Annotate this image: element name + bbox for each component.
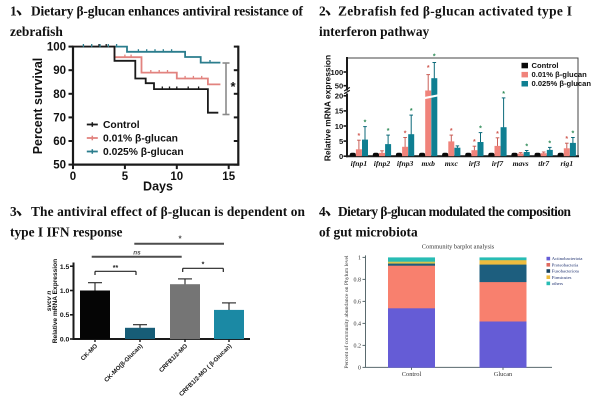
svg-text:5: 5 [122, 171, 129, 183]
svg-text:ifnp1: ifnp1 [351, 159, 368, 168]
svg-text:*: * [387, 128, 390, 135]
svg-text:0: 0 [70, 171, 76, 183]
svg-text:Dietary β-glucan modulated the: Dietary β-glucan modulated the compositi… [338, 204, 572, 219]
svg-text:60: 60 [53, 136, 66, 148]
svg-text:0.4: 0.4 [354, 321, 362, 327]
svg-text:type I IFN response: type I IFN response [10, 225, 123, 240]
svg-text:*: * [358, 133, 361, 140]
svg-text:15: 15 [335, 107, 344, 116]
svg-text:mxc: mxc [445, 159, 459, 168]
svg-text:50: 50 [53, 160, 66, 172]
svg-text:20: 20 [335, 92, 343, 101]
svg-text:*: * [410, 108, 413, 115]
svg-text:1.0: 1.0 [60, 288, 70, 295]
svg-text:irf7: irf7 [492, 159, 505, 168]
svg-text:*: * [231, 79, 237, 94]
svg-text:interferon pathway: interferon pathway [319, 24, 430, 39]
svg-text:Glucan: Glucan [494, 371, 513, 378]
svg-text:Control: Control [532, 61, 559, 70]
svg-text:0: 0 [358, 365, 361, 371]
svg-text:*: * [572, 131, 575, 138]
svg-text:Percent survival: Percent survival [31, 58, 45, 155]
svg-text:0.8: 0.8 [354, 277, 362, 283]
svg-text:Community barplot analysis: Community barplot analysis [422, 244, 495, 251]
svg-text:ifnp3: ifnp3 [397, 159, 414, 168]
svg-text:*: * [178, 235, 182, 244]
svg-text:Percent of community abundance: Percent of community abundance on Phylum… [343, 255, 350, 369]
svg-text:1: 1 [358, 255, 361, 261]
svg-text:0.6: 0.6 [354, 299, 362, 305]
svg-text:Control: Control [103, 120, 140, 131]
svg-text:*: * [496, 131, 499, 138]
svg-text:others: others [552, 281, 563, 286]
svg-text:rig1: rig1 [560, 159, 573, 168]
svg-text:*: * [404, 131, 407, 138]
svg-text:3: 3 [10, 204, 17, 219]
svg-text:svcv n: svcv n [46, 291, 53, 312]
svg-text:**: ** [113, 265, 119, 272]
svg-text:mxb: mxb [421, 159, 435, 168]
svg-text:0.2: 0.2 [354, 343, 362, 349]
svg-text:70: 70 [53, 112, 66, 124]
svg-text:mavs: mavs [513, 159, 529, 168]
svg-text:0.025% β-glucan: 0.025% β-glucan [103, 147, 184, 158]
svg-text:ns: ns [133, 249, 141, 256]
svg-text:Zebrafish fed β-glucan activat: Zebrafish fed β-glucan activated type I [338, 4, 572, 19]
svg-text:80: 80 [53, 89, 66, 101]
svg-text:Actinobacteriota: Actinobacteriota [552, 256, 583, 261]
svg-text:Days: Days [143, 180, 173, 194]
svg-text:irf3: irf3 [469, 159, 481, 168]
svg-text:*: * [473, 139, 476, 146]
svg-text:1.5: 1.5 [60, 264, 70, 271]
svg-text:100: 100 [331, 68, 344, 77]
svg-text:0.0: 0.0 [60, 337, 70, 344]
svg-text:The antiviral effect of β-gluc: The antiviral effect of β-glucan is depe… [31, 204, 306, 219]
svg-text:90: 90 [53, 65, 66, 77]
svg-text:10: 10 [335, 122, 343, 131]
svg-text:0: 0 [339, 152, 343, 161]
svg-text:1: 1 [10, 4, 17, 19]
svg-text:of gut microbiota: of gut microbiota [319, 225, 418, 240]
svg-text:50: 50 [335, 82, 343, 91]
svg-text:*: * [364, 120, 367, 127]
svg-text:*: * [548, 140, 551, 147]
svg-text:*: * [202, 262, 205, 269]
svg-text:*: * [479, 126, 482, 133]
svg-text:*: * [525, 144, 528, 151]
svg-text:100: 100 [47, 42, 66, 54]
svg-text:*: * [427, 65, 430, 72]
svg-text:*: * [565, 136, 568, 143]
svg-text:5: 5 [339, 137, 344, 146]
svg-text:Control: Control [402, 371, 422, 378]
svg-text:0.01% β-glucan: 0.01% β-glucan [103, 134, 178, 145]
svg-text:ifnp2: ifnp2 [374, 159, 391, 168]
svg-text:2: 2 [319, 4, 326, 19]
svg-text:10: 10 [170, 171, 183, 183]
svg-text:Firmicutes: Firmicutes [552, 275, 572, 280]
svg-text:0.01% β-glucan: 0.01% β-glucan [532, 70, 588, 79]
svg-text:Proteobacteria: Proteobacteria [552, 262, 579, 267]
svg-text:Relative mRNA Expression: Relative mRNA Expression [52, 259, 59, 343]
svg-text:*: * [433, 54, 436, 61]
svg-text:Fusobacteriota: Fusobacteriota [552, 269, 579, 274]
svg-text:Dietary β-glucan enhances anti: Dietary β-glucan enhances antiviral resi… [31, 4, 304, 19]
svg-text:15: 15 [222, 171, 235, 183]
svg-text:Relative mRNA expression: Relative mRNA expression [323, 55, 333, 161]
svg-text:*: * [502, 91, 505, 98]
svg-text:0.025% β-glucan: 0.025% β-glucan [532, 79, 592, 88]
svg-text:4: 4 [319, 204, 326, 219]
svg-text:zebrafish: zebrafish [10, 24, 63, 39]
svg-text:0.5: 0.5 [60, 312, 70, 319]
svg-text:tlr7: tlr7 [538, 159, 550, 168]
svg-text:*: * [450, 128, 453, 135]
